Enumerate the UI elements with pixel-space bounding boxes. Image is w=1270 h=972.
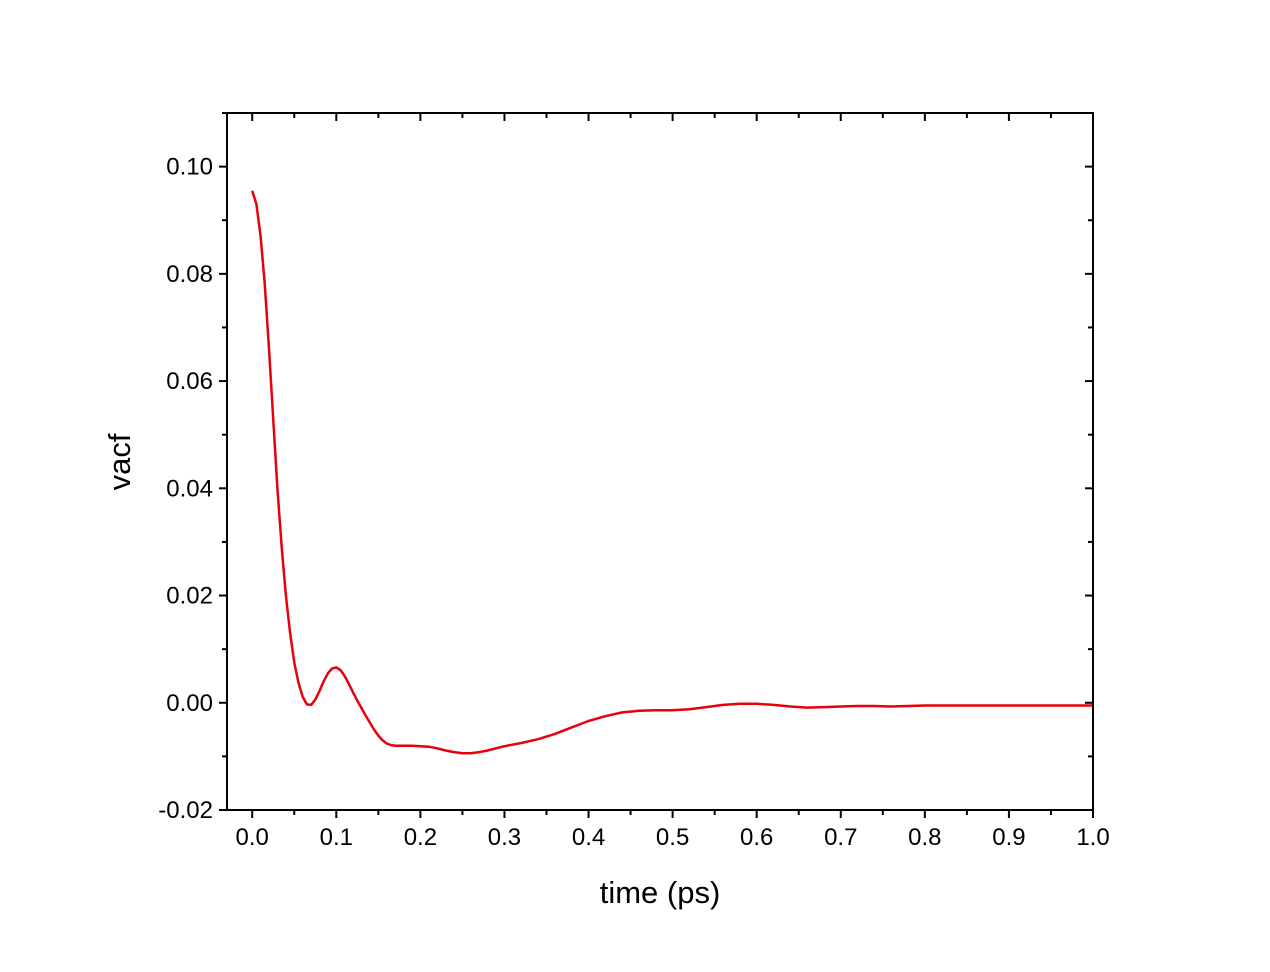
x-tick-label: 0.3 xyxy=(488,824,521,851)
y-tick-label: 0.08 xyxy=(166,261,213,288)
y-tick-label: 0.02 xyxy=(166,583,213,610)
y-tick-label: -0.02 xyxy=(158,797,213,824)
plot-frame xyxy=(226,112,1094,811)
y-tick-label: 0.10 xyxy=(166,154,213,181)
series-line-0 xyxy=(251,190,1093,755)
x-tick-label: 0.4 xyxy=(572,824,605,851)
y-tick-label: 0.04 xyxy=(166,475,213,502)
x-tick-label: 0.0 xyxy=(236,824,269,851)
x-axis-title: time (ps) xyxy=(600,875,721,910)
x-tick-label: 1.0 xyxy=(1076,824,1109,851)
y-axis-title: vacf xyxy=(102,433,137,490)
x-tick-label: 0.1 xyxy=(320,824,353,851)
plot-marks xyxy=(251,190,1093,755)
x-tick-label: 0.7 xyxy=(824,824,857,851)
y-tick-label: 0.06 xyxy=(166,368,213,395)
x-tick-label: 0.5 xyxy=(656,824,689,851)
axis-ticks: 0.0 0.1 0.2 0.3 0.4 0.5 0.6 0.7 0.8 0.9 1.0 -0.02 0.… xyxy=(158,112,1110,851)
x-tick-label: 0.9 xyxy=(992,824,1025,851)
x-tick-label: 0.8 xyxy=(908,824,941,851)
y-tick-label: 0.00 xyxy=(166,690,213,717)
x-tick-label: 0.2 xyxy=(404,824,437,851)
x-tick-label: 0.6 xyxy=(740,824,773,851)
